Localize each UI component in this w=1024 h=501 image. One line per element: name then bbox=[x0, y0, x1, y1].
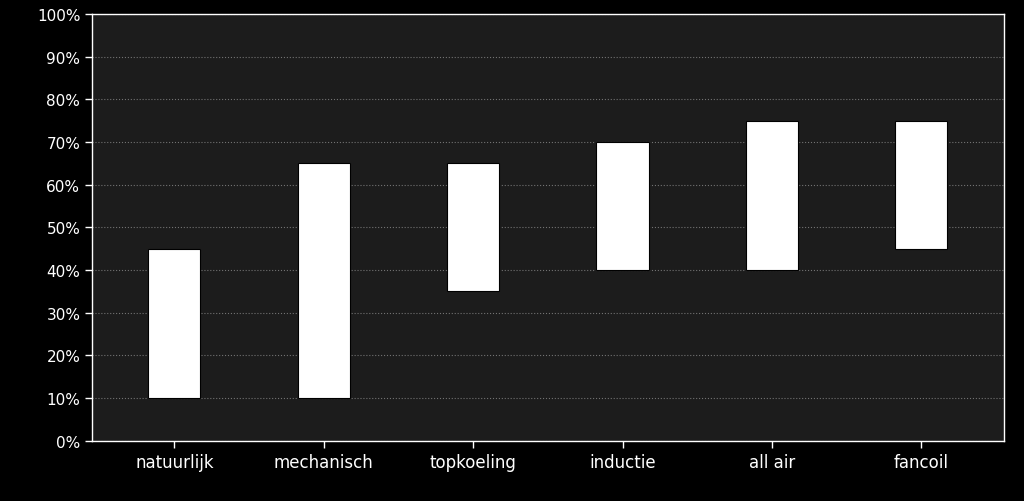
Bar bbox=[596, 143, 648, 271]
Bar bbox=[895, 121, 947, 249]
Bar bbox=[447, 164, 500, 292]
Bar bbox=[148, 249, 201, 398]
Bar bbox=[745, 121, 798, 271]
Bar bbox=[298, 164, 350, 398]
